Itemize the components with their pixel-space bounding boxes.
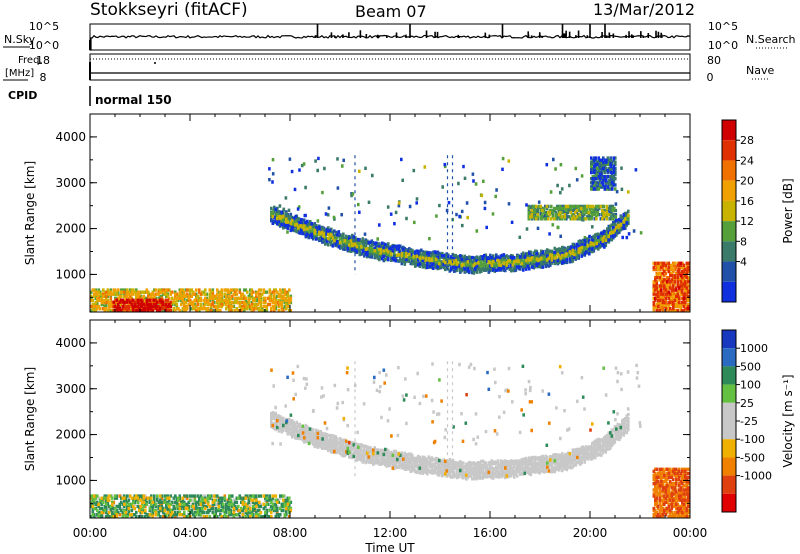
xaxis-label: Time UT bbox=[364, 541, 415, 554]
xtick-label-6: 00:00 bbox=[673, 526, 708, 540]
velocity-colorbar-swatch-3 bbox=[722, 384, 736, 403]
colorbars: 28 24 20 16 12 8 4 Power [dB] 1000 500 100 25 -25 -10… bbox=[721, 119, 795, 513]
velocity-colorbar-swatch-9 bbox=[722, 493, 736, 512]
velocity-cells-6 bbox=[285, 368, 551, 423]
velocity-cells-2 bbox=[90, 364, 623, 519]
power-colorbar-tick-label-6: 4 bbox=[740, 256, 747, 269]
velocity-colorbar-label: Velocity [m s⁻¹] bbox=[781, 374, 795, 467]
freq-tick-bottom: 8 bbox=[40, 71, 47, 84]
power-cells-2 bbox=[90, 156, 643, 313]
power-cells-6 bbox=[90, 261, 690, 313]
freq-dot bbox=[154, 62, 156, 64]
xtick-label-0: 00:00 bbox=[73, 526, 108, 540]
power-ytick-label-3: 4000 bbox=[55, 130, 86, 144]
nsky-tick-bottom: 10^0 bbox=[29, 39, 59, 52]
power-colorbar-frame bbox=[721, 119, 737, 303]
power-colorbar-swatch-2 bbox=[722, 160, 736, 181]
power-colorbar-tick-label-2: 20 bbox=[740, 175, 754, 188]
velocity-ytick-label-2: 3000 bbox=[55, 382, 86, 396]
power-colorbar-tick-label-1: 24 bbox=[740, 154, 754, 167]
power-colorbar-tick-label-5: 8 bbox=[740, 235, 747, 248]
power-colorbar-swatch-3 bbox=[722, 180, 736, 201]
nsky-tick-top: 10^5 bbox=[29, 20, 59, 33]
velocity-colorbar-tick-label-5: -100 bbox=[740, 433, 765, 446]
velocity-colorbar-swatch-8 bbox=[722, 475, 736, 494]
power-colorbar-tick-label-4: 12 bbox=[740, 215, 754, 228]
velocity-ytick-label-1: 2000 bbox=[55, 428, 86, 442]
velocity-colorbar-tick-label-4: -25 bbox=[740, 415, 758, 428]
radar-title: Stokkseyri (fitACF) bbox=[90, 0, 248, 20]
power-ylabel: Slant Range [km] bbox=[23, 161, 37, 265]
velocity-cells-4 bbox=[91, 365, 594, 519]
power-colorbar-swatch-0 bbox=[722, 120, 736, 141]
power-colorbar-swatch-5 bbox=[722, 221, 736, 242]
freq-tick-top: 18 bbox=[36, 54, 50, 67]
nave-tick-bottom: 0 bbox=[707, 71, 714, 84]
velocity-colorbar-swatch-6 bbox=[722, 439, 736, 458]
velocity-panel bbox=[90, 361, 690, 519]
power-ytick-label-0: 1000 bbox=[55, 267, 86, 281]
velocity-colorbar-tick-label-2: 100 bbox=[740, 379, 761, 392]
power-colorbar-swatch-7 bbox=[722, 261, 736, 282]
power-cells-4 bbox=[90, 159, 630, 313]
velocity-colorbar-tick-label-6: -500 bbox=[740, 451, 765, 464]
freq-frame bbox=[89, 53, 691, 81]
nave-tick-top: 80 bbox=[707, 54, 721, 67]
nsearch-tick-top: 10^5 bbox=[708, 20, 738, 33]
velocity-ylabel: Slant Range [km] bbox=[23, 367, 37, 471]
velocity-ytick-label-3: 4000 bbox=[55, 336, 86, 350]
nsky-series bbox=[90, 34, 691, 51]
velocity-colorbar-tick-label-1: 500 bbox=[740, 360, 761, 373]
xtick-label-5: 20:00 bbox=[573, 526, 608, 540]
nsky-spikes bbox=[314, 24, 663, 38]
power-colorbar-tick-label-0: 28 bbox=[740, 134, 754, 147]
freq-unit: [MHz] bbox=[5, 68, 34, 79]
velocity-frame bbox=[89, 319, 691, 519]
axes: 1000 2000 3000 4000 Slant Range [km] 1000 2000… bbox=[23, 113, 708, 554]
velocity-colorbar-swatch-7 bbox=[722, 457, 736, 476]
nsearch-tick-bottom: 10^0 bbox=[708, 39, 738, 52]
power-panel bbox=[90, 155, 690, 313]
xtick-label-3: 12:00 bbox=[373, 526, 408, 540]
power-colorbar-tick-label-3: 16 bbox=[740, 195, 754, 208]
xtick-label-4: 16:00 bbox=[473, 526, 508, 540]
power-cells-0 bbox=[268, 156, 636, 275]
velocity-colorbar-swatch-2 bbox=[722, 366, 736, 385]
velocity-colorbar-swatch-1 bbox=[722, 348, 736, 367]
velocity-colorbar-tick-label-3: 25 bbox=[740, 397, 754, 410]
freq-label: Freq. bbox=[18, 55, 43, 66]
nsearch-label: N.Search bbox=[746, 33, 796, 46]
power-cells-5 bbox=[90, 261, 690, 313]
power-ytick-label-1: 2000 bbox=[55, 222, 86, 236]
velocity-ytick-label-0: 1000 bbox=[55, 473, 86, 487]
velocity-colorbar-swatch-0 bbox=[722, 330, 736, 349]
xtick-label-2: 08:00 bbox=[273, 526, 308, 540]
power-colorbar-swatch-8 bbox=[722, 281, 736, 302]
power-colorbar-swatch-1 bbox=[722, 140, 736, 161]
nsky-label: N.Sky bbox=[4, 33, 36, 46]
cpid-label: CPID bbox=[8, 89, 37, 102]
nsky-frame bbox=[89, 23, 691, 51]
date-title: 13/Mar/2012 bbox=[593, 0, 696, 19]
nave-label: Nave bbox=[746, 64, 774, 77]
power-cells-8 bbox=[112, 261, 690, 313]
velocity-colorbar-swatch-5 bbox=[722, 421, 736, 440]
power-colorbar-label: Power [dB] bbox=[781, 178, 795, 243]
velocity-colorbar-tick-label-7: -1000 bbox=[740, 470, 772, 483]
velocity-colorbar-tick-label-0: 1000 bbox=[740, 342, 768, 355]
cpid-value: normal 150 bbox=[95, 93, 172, 107]
power-ytick-label-2: 3000 bbox=[55, 176, 86, 190]
power-colorbar-swatch-6 bbox=[722, 241, 736, 262]
beam-title: Beam 07 bbox=[355, 2, 427, 21]
xtick-label-1: 04:00 bbox=[173, 526, 208, 540]
velocity-colorbar-swatch-4 bbox=[722, 402, 736, 421]
power-colorbar-swatch-4 bbox=[722, 200, 736, 222]
